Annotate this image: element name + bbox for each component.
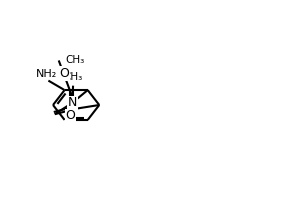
Text: NH₂: NH₂: [36, 69, 58, 79]
Text: O: O: [65, 109, 75, 122]
Text: N: N: [68, 96, 77, 109]
Text: CH₃: CH₃: [63, 72, 83, 82]
Text: O: O: [59, 67, 69, 80]
Text: CH₃: CH₃: [66, 55, 85, 66]
